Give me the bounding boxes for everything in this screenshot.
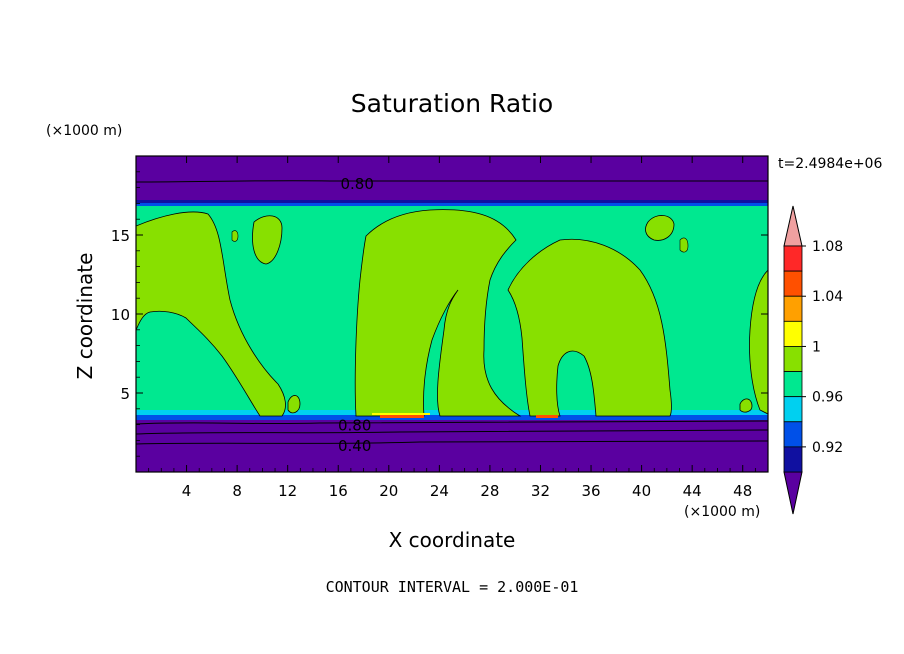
x-tick-label: 20 — [379, 482, 398, 500]
x-tick-label: 40 — [632, 482, 651, 500]
blob-lower-a — [287, 395, 301, 414]
hotspot-left — [380, 415, 424, 418]
x-tick-label: 4 — [182, 482, 192, 500]
blob-tiny-a — [679, 237, 689, 253]
colorbar-swatch — [783, 270, 803, 297]
colorbar-swatch — [783, 396, 803, 423]
y-tick-label: 5 — [120, 385, 130, 403]
y-axis-label: Z coordinate — [73, 253, 97, 380]
colorbar-bottom-arrow — [783, 471, 803, 515]
field-band-lightblue-upper — [136, 203, 768, 207]
blob-upper-small — [252, 215, 283, 265]
plume-left — [136, 211, 286, 417]
blob-tiny-b — [231, 230, 239, 242]
time-label: t=2.4984e+06 — [778, 156, 882, 172]
blob-lower-b — [739, 398, 753, 413]
plume-far-right — [749, 269, 768, 415]
colorbar-swatch — [783, 446, 803, 473]
colorbar-tick-label: 1.08 — [812, 239, 843, 255]
x-unit-label: (×1000 m) — [684, 504, 760, 520]
colorbar-top-arrow — [783, 205, 803, 247]
y-unit-label: (×1000 m) — [46, 123, 122, 139]
field-band-lower-purple — [136, 420, 768, 472]
x-tick-label: 24 — [430, 482, 449, 500]
y-tick-label: 15 — [111, 227, 130, 245]
field-band-blue-lower — [136, 415, 768, 421]
y-ticks: 5 10 15 — [111, 171, 768, 457]
colorbar-swatch — [783, 320, 803, 347]
x-tick-label: 12 — [278, 482, 297, 500]
x-ticks: 4 8 12 16 20 24 28 32 36 40 44 48 — [148, 156, 756, 500]
field-band-upper-purple — [136, 156, 768, 202]
x-tick-label: 16 — [329, 482, 348, 500]
plume-right — [507, 238, 672, 417]
x-tick-label: 36 — [581, 482, 600, 500]
contour-label: 0.80 — [340, 175, 373, 193]
colorbar-tick-label: 0.96 — [812, 390, 843, 406]
colorbar-tick-label: 1.04 — [812, 289, 843, 305]
plot-area: 0.800.800.40 4 8 12 16 20 24 28 32 36 40 44 48 5101… — [111, 155, 769, 500]
colorbar-swatch — [783, 245, 803, 272]
blob-right-top — [645, 215, 675, 241]
colorbar-swatch — [783, 295, 803, 322]
contour-label: 0.80 — [338, 417, 371, 435]
x-tick-label: 28 — [480, 482, 499, 500]
colorbar-tick-label: 0.92 — [812, 440, 843, 456]
hotspot-yellow — [372, 413, 430, 415]
hotspot-mid — [536, 415, 558, 418]
x-tick-label: 44 — [683, 482, 702, 500]
colorbar: 0.92 0.96 1 1.04 1.08 — [783, 205, 843, 515]
x-tick-label: 48 — [733, 482, 752, 500]
chart-title: Saturation Ratio — [351, 89, 553, 118]
colorbar-swatch — [783, 346, 803, 372]
contour-line-lower-c — [136, 440, 768, 445]
contour-line-lower-b — [136, 429, 768, 435]
colorbar-swatch — [783, 371, 803, 398]
contour-interval-footer: CONTOUR INTERVAL = 2.000E-01 — [326, 578, 579, 596]
contour-labels: 0.80 0.80 0.40 — [338, 175, 374, 455]
field-band-blue-upper — [136, 200, 768, 204]
y-tick-label: 10 — [111, 306, 130, 324]
x-tick-label: 8 — [232, 482, 242, 500]
x-tick-label: 32 — [531, 482, 550, 500]
colorbar-swatch — [783, 421, 803, 448]
contour-line-upper — [136, 180, 768, 183]
x-axis-label: X coordinate — [389, 528, 516, 552]
contour-line-lower-a — [136, 420, 768, 425]
plume-center — [354, 209, 522, 417]
contour-label: 0.40 — [338, 437, 371, 455]
colorbar-tick-label: 1 — [812, 339, 821, 355]
